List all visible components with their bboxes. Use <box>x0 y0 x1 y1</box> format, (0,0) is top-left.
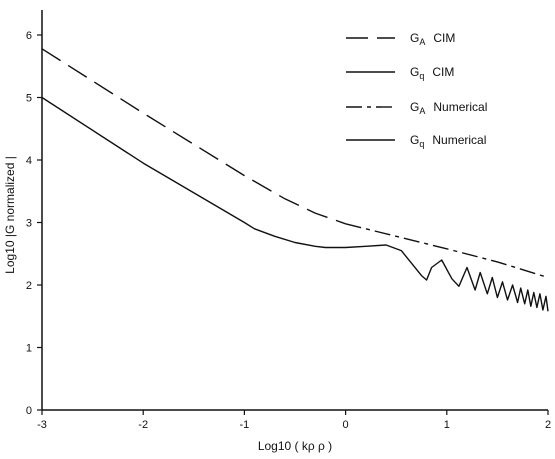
legend-label: GA Numerical <box>410 100 487 116</box>
y-tick-label: 2 <box>26 280 32 292</box>
series-line-long-dash <box>41 48 346 225</box>
legend-label: Gq CIM <box>410 65 454 81</box>
x-axis-title: Log10 ( kρ ρ ) <box>258 439 332 453</box>
legend-item: Gq Numerical <box>346 133 486 149</box>
y-tick-label: 6 <box>26 30 32 42</box>
legend-label: Gq Numerical <box>410 133 486 149</box>
y-tick-label: 4 <box>26 155 32 167</box>
x-tick-label: -3 <box>37 419 47 431</box>
y-tick-label: 5 <box>26 93 32 105</box>
x-tick-label: 2 <box>545 419 551 431</box>
x-tick-label: 0 <box>343 419 349 431</box>
legend-item: Gq CIM <box>346 65 454 81</box>
x-axis-ticks: -3 -2 -1 0 1 2 <box>37 410 551 431</box>
y-axis-title: Log10 |G normalized | <box>3 156 17 274</box>
series-line-solid <box>41 96 549 312</box>
series-line-dash-dot <box>345 223 549 279</box>
series-layer <box>41 48 549 312</box>
legend-item: GA Numerical <box>346 100 487 116</box>
legend-item: GA CIM <box>346 31 455 47</box>
x-tick-label: 1 <box>444 419 450 431</box>
y-tick-label: 3 <box>26 218 32 230</box>
y-tick-label: 0 <box>26 405 32 417</box>
x-tick-label: -2 <box>138 419 148 431</box>
x-tick-label: -1 <box>240 419 250 431</box>
legend-label: GA CIM <box>410 31 455 47</box>
y-tick-label: 1 <box>26 343 32 355</box>
plot-frame <box>41 10 548 411</box>
y-axis-ticks: 0 1 2 3 4 5 6 <box>26 30 42 417</box>
legend: GA CIM Gq CIM GA Numerical Gq Numerical <box>346 31 487 149</box>
